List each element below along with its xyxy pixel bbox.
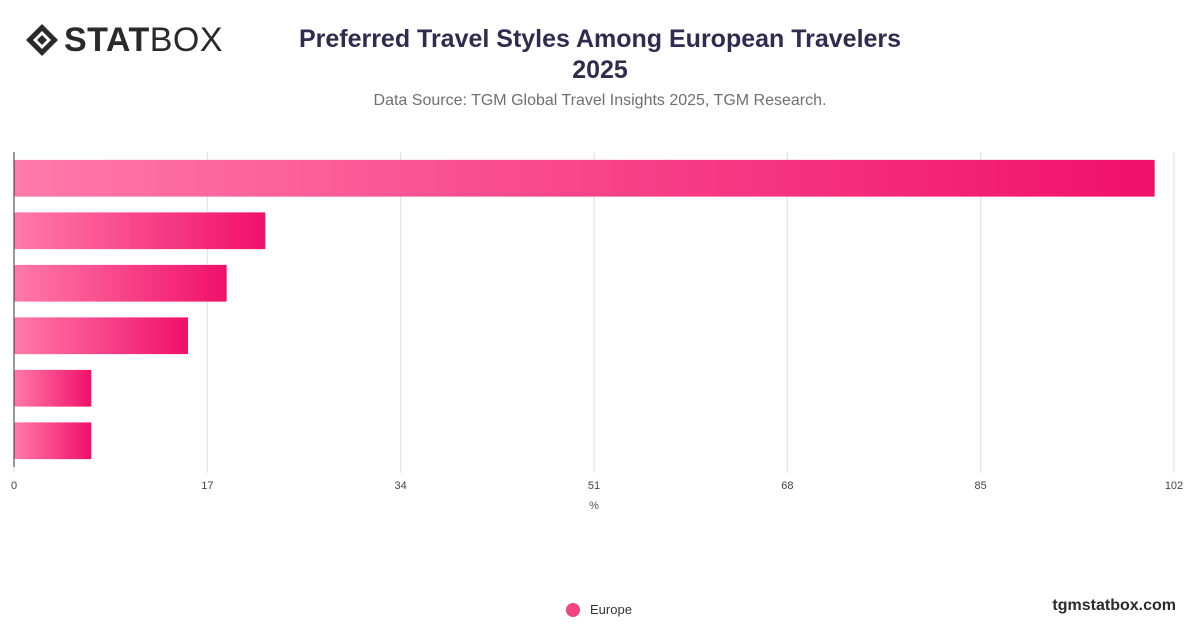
site-url: tgmstatbox.com [1052,597,1176,614]
chart-title: Preferred Travel Styles Among European T… [0,24,1200,86]
bar-europe-1[interactable] [14,159,1155,197]
gridlines [206,152,1175,467]
x-tick-label: 0 [11,480,17,492]
bars [14,159,1155,460]
bar-europe-4[interactable] [14,317,189,355]
bar-europe-5[interactable] [14,369,92,407]
bar-europe-3[interactable] [14,264,227,302]
chart-title-line1: Preferred Travel Styles Among European T… [298,25,902,53]
legend-marker-europe [566,602,580,617]
x-tick-label: 51 [588,480,600,492]
legend[interactable]: Europe [566,602,632,617]
logo-text: STATBOX [64,22,223,58]
logo-text-bold: STAT [64,21,150,59]
x-tick-label: 17 [201,480,213,492]
chart-subtitle: Data Source: TGM Global Travel Insights … [373,92,827,109]
x-tick-label: 68 [781,480,793,492]
x-tick-label: 34 [395,480,407,492]
chart-title-line2: 2025 [572,56,628,84]
x-tick-label: 85 [975,480,987,492]
x-axis-ticks: 0 17 34 51 68 85 102 [11,467,1183,492]
statbox-logo-icon [26,24,58,56]
legend-label-europe: Europe [590,602,632,617]
x-tick-label: 102 [1165,480,1183,492]
bar-europe-6[interactable] [14,422,92,460]
logo-text-light: BOX [149,21,224,59]
bar-europe-2[interactable] [14,212,266,250]
statbox-logo: STATBOX [24,22,223,58]
x-axis-label: % [589,500,599,512]
